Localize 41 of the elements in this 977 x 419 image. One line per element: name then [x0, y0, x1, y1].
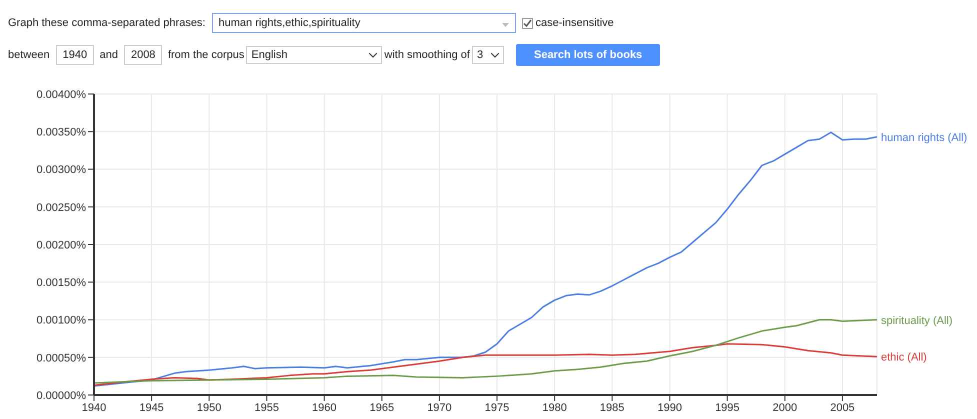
x-tick-label: 1945 — [139, 402, 164, 414]
text: English — [251, 49, 288, 61]
y-tick-label: 0.00400% — [36, 88, 86, 101]
series-label: human rights (All) — [881, 132, 968, 144]
text: 2008 — [124, 45, 162, 65]
series-label: spirituality (All) — [881, 314, 953, 327]
series-label: ethic (All) — [881, 352, 927, 364]
x-tick-label: 1960 — [312, 402, 337, 414]
line-series — [94, 319, 877, 384]
text: and — [100, 49, 118, 61]
x-tick-label: 1955 — [254, 402, 279, 414]
text: 1940 — [56, 45, 94, 65]
x-tick-label: 1995 — [715, 402, 740, 414]
x-tick-label: 1980 — [542, 402, 567, 414]
line-series — [94, 132, 877, 387]
y-tick-label: 0.00350% — [36, 126, 86, 139]
text: from the corpus — [168, 49, 244, 61]
y-tick-label: 0.00050% — [36, 352, 86, 364]
x-tick-label: 1950 — [196, 402, 222, 414]
text: case-insensitive — [536, 17, 614, 29]
text: between — [8, 49, 50, 61]
x-tick-label: 1975 — [484, 402, 510, 414]
y-tick-label: 0.00250% — [36, 202, 86, 214]
y-tick-label: 0.00200% — [36, 239, 86, 252]
y-tick-label: 0.00150% — [36, 277, 86, 290]
text: 3 — [476, 49, 484, 61]
x-tick-label: 2005 — [830, 402, 855, 414]
x-tick-label: 1940 — [82, 402, 106, 414]
x-tick-label: 1985 — [600, 402, 624, 414]
text: Graph these comma-separated phrases: — [8, 17, 206, 29]
text: Search lots of books — [516, 44, 660, 66]
line-series — [94, 343, 877, 386]
y-tick-label: 0.00300% — [36, 164, 86, 176]
text: with smoothing of — [384, 49, 470, 61]
x-tick-label: 2000 — [772, 402, 798, 414]
x-tick-label: 1965 — [370, 402, 394, 414]
x-tick-label: 1970 — [427, 402, 452, 414]
y-tick-label: 0.00000% — [36, 390, 86, 402]
text: human rights,ethic,spirituality — [212, 13, 516, 33]
y-tick-label: 0.00100% — [36, 314, 86, 327]
x-tick-label: 1990 — [657, 402, 682, 414]
